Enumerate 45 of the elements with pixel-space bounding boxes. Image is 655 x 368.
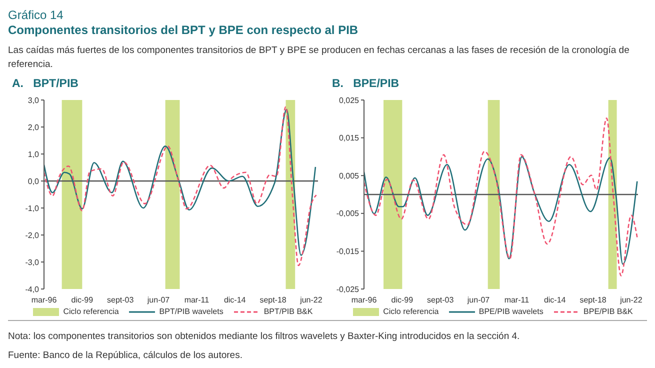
legend-label: Ciclo referencia bbox=[63, 307, 119, 316]
text: Las caídas más fuertes de los componentes transitorios de BPT y BPE se producen en fechas cercanas a las fases de recesión de la cronología de referencia. bbox=[8, 44, 630, 72]
line-series bbox=[364, 156, 638, 265]
line-series bbox=[364, 117, 638, 276]
x-tick-label: dic-99 bbox=[71, 296, 94, 305]
x-tick-label: mar-11 bbox=[504, 296, 530, 305]
y-tick-label: 2,0 bbox=[28, 122, 40, 132]
y-tick-label: -1,0 bbox=[25, 204, 40, 213]
y-tick-label: -3,0 bbox=[25, 258, 40, 267]
y-tick-label: -0,015 bbox=[336, 247, 360, 256]
legend-label: BPT/PIB wavelets bbox=[159, 307, 224, 316]
x-tick-label: mar-96 bbox=[31, 296, 58, 305]
x-tick-label: sept-18 bbox=[580, 296, 607, 305]
chart-title: B. BPE/PIB bbox=[331, 78, 400, 92]
x-tick-label: mar-11 bbox=[184, 296, 210, 305]
y-tick-label: -4,0 bbox=[25, 284, 40, 294]
x-tick-label: jun-07 bbox=[146, 296, 170, 305]
y-tick-label: 3,0 bbox=[28, 96, 40, 105]
y-tick-label: -0,005 bbox=[336, 209, 360, 218]
text: Componentes transitorios del BPT y BPE con respecto al PIB bbox=[8, 23, 360, 38]
x-tick-label: jun-22 bbox=[299, 296, 323, 305]
x-tick-label: sept-03 bbox=[107, 296, 134, 305]
x-tick-label: dic-14 bbox=[544, 296, 566, 305]
text: Nota: los componentes transitorios son obtenidos mediante los filtros wavelets y Baxter-King introducidos en la sección 4. bbox=[8, 330, 521, 344]
y-tick-label: -0,025 bbox=[336, 284, 360, 294]
legend-label: Ciclo referencia bbox=[383, 307, 439, 316]
y-tick-label: 0,025 bbox=[338, 96, 360, 105]
y-tick-label: 0,015 bbox=[338, 134, 360, 143]
y-tick-label: 1,0 bbox=[28, 150, 40, 159]
x-tick-label: dic-14 bbox=[224, 296, 246, 305]
x-tick-label: jun-07 bbox=[466, 296, 490, 305]
y-tick-label: 0,0 bbox=[28, 176, 40, 186]
y-tick-label: 0,005 bbox=[338, 171, 360, 180]
legend-label: BPT/PIB B&K bbox=[264, 307, 313, 316]
x-tick-label: dic-99 bbox=[391, 296, 414, 305]
x-tick-label: mar-96 bbox=[351, 296, 378, 305]
chart-title: A. BPT/PIB bbox=[11, 78, 80, 92]
text: Gráfico 14 bbox=[8, 8, 64, 23]
x-tick-label: jun-22 bbox=[619, 296, 643, 305]
source-note: Fuente: Banco de la República, cálculos de los autores. bbox=[8, 349, 244, 363]
legend-label: BPE/PIB wavelets bbox=[478, 307, 544, 316]
y-tick-label: -2,0 bbox=[25, 230, 40, 240]
x-tick-label: sept-18 bbox=[260, 296, 287, 305]
x-tick-label: sept-03 bbox=[427, 296, 454, 305]
legend-label: BPE/PIB B&K bbox=[584, 307, 633, 316]
